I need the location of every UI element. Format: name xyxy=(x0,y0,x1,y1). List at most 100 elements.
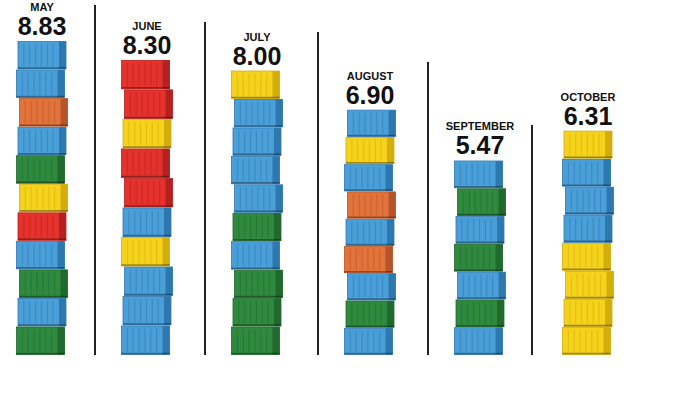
container-rib xyxy=(362,249,363,270)
container-rib xyxy=(466,163,467,185)
container-rib xyxy=(591,330,592,352)
container-rib xyxy=(460,163,461,185)
container-rib xyxy=(351,140,352,161)
container-rib xyxy=(156,328,157,352)
container-shadow xyxy=(122,264,170,266)
container-rib xyxy=(376,113,377,134)
container-rib xyxy=(260,330,261,352)
container-rib xyxy=(127,328,128,352)
container-rib xyxy=(363,303,364,324)
container-end xyxy=(387,219,394,245)
container-shadow xyxy=(345,271,393,273)
container xyxy=(20,184,68,212)
container-shadow xyxy=(232,267,280,269)
container-rib xyxy=(461,219,462,241)
container-rib xyxy=(254,244,255,266)
container-rib xyxy=(146,210,147,234)
container-body xyxy=(345,246,393,272)
container-end xyxy=(164,119,171,148)
container-body xyxy=(122,149,170,178)
container-end xyxy=(273,156,280,183)
container-shadow xyxy=(17,181,65,183)
container-end xyxy=(273,242,280,269)
container-end xyxy=(496,161,503,188)
container-rib xyxy=(263,102,264,124)
container xyxy=(17,327,65,355)
container-rib xyxy=(41,130,42,153)
container-shadow xyxy=(458,214,506,216)
container-rib xyxy=(480,275,481,297)
container-body xyxy=(564,131,612,158)
container-shadow xyxy=(18,153,66,155)
container xyxy=(18,298,66,326)
container-rib xyxy=(475,191,476,213)
container-shadow xyxy=(566,213,614,215)
container-rib xyxy=(128,210,129,234)
container-rib xyxy=(581,218,582,240)
container-rib xyxy=(479,219,480,241)
container-body xyxy=(233,213,281,240)
container-end xyxy=(604,243,611,270)
container-shadow xyxy=(348,135,396,137)
container-rib xyxy=(594,190,595,212)
container-rib xyxy=(357,222,358,243)
container-shadow xyxy=(233,239,281,241)
container-rib xyxy=(156,240,157,264)
container-rib xyxy=(363,140,364,161)
container-rib xyxy=(150,151,151,175)
container-body xyxy=(563,243,611,270)
container-rib xyxy=(382,194,383,215)
container-rib xyxy=(158,210,159,234)
container-rib xyxy=(466,247,467,269)
container-rib xyxy=(246,102,247,124)
container-shadow xyxy=(20,124,68,126)
container-end xyxy=(61,270,68,298)
container-shadow xyxy=(233,324,281,326)
container-rib xyxy=(136,269,137,293)
container-end xyxy=(389,110,396,136)
container-rib xyxy=(351,303,352,324)
container xyxy=(17,156,65,184)
container-rib xyxy=(367,167,368,188)
container-rib xyxy=(472,163,473,185)
container-rib xyxy=(130,181,131,205)
container-rib xyxy=(483,163,484,185)
container-rib xyxy=(28,329,29,352)
container-body xyxy=(18,298,66,326)
container-rib xyxy=(246,187,247,209)
container-end xyxy=(58,241,65,269)
container-rib xyxy=(373,167,374,188)
container xyxy=(564,299,612,326)
container xyxy=(123,119,171,148)
container-rib xyxy=(23,215,24,238)
container-rib xyxy=(591,246,592,268)
container-rib xyxy=(39,73,40,96)
container-rib xyxy=(597,246,598,268)
container-end xyxy=(163,237,170,266)
container xyxy=(455,161,503,188)
container xyxy=(564,131,612,158)
container-shadow xyxy=(345,189,393,191)
container-end xyxy=(607,271,614,298)
container xyxy=(563,243,611,270)
container-shadow xyxy=(18,67,66,69)
container-rib xyxy=(367,331,368,352)
container-rib xyxy=(350,167,351,188)
container-rib xyxy=(587,218,588,240)
container-rib xyxy=(577,274,578,296)
container-rib xyxy=(489,247,490,269)
container-shadow xyxy=(348,216,396,218)
container-rib xyxy=(489,163,490,185)
container-rib xyxy=(460,247,461,269)
container-rib xyxy=(45,158,46,181)
container-end xyxy=(274,213,281,240)
container-rib xyxy=(29,44,30,67)
container xyxy=(123,296,171,325)
container-rib xyxy=(480,191,481,213)
container-body xyxy=(18,42,66,70)
container-rib xyxy=(382,276,383,297)
container-rib xyxy=(41,301,42,324)
container-end xyxy=(497,217,504,244)
container-rib xyxy=(48,272,49,295)
container-rib xyxy=(483,247,484,269)
